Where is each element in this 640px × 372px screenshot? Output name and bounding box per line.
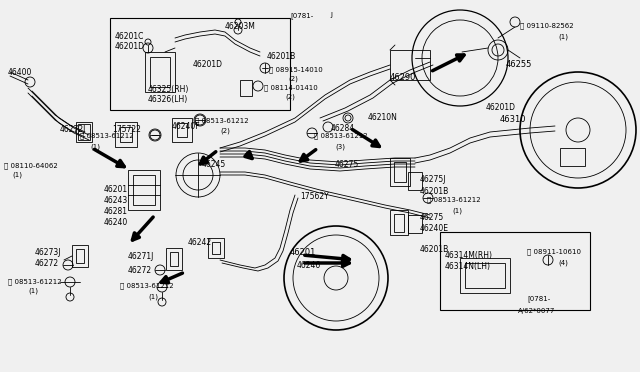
Text: 175722: 175722 bbox=[112, 125, 141, 134]
Text: 46243: 46243 bbox=[104, 196, 128, 205]
Bar bbox=[172, 118, 192, 142]
Text: 17562Y: 17562Y bbox=[300, 192, 329, 201]
Text: 46255: 46255 bbox=[506, 60, 532, 69]
Text: (2): (2) bbox=[285, 94, 295, 100]
Text: 46272: 46272 bbox=[128, 266, 152, 275]
Bar bbox=[170, 252, 178, 266]
Text: 46314M(RH): 46314M(RH) bbox=[445, 251, 493, 260]
Text: 46201B: 46201B bbox=[420, 245, 449, 254]
Text: Ⓢ 08513-61212: Ⓢ 08513-61212 bbox=[427, 196, 481, 203]
Text: 46272J: 46272J bbox=[60, 125, 86, 134]
Text: 46281: 46281 bbox=[104, 207, 128, 216]
Bar bbox=[212, 242, 220, 254]
Text: 46400: 46400 bbox=[8, 68, 33, 77]
Text: 46201B: 46201B bbox=[267, 52, 296, 61]
Text: 46275J: 46275J bbox=[420, 175, 447, 184]
Bar bbox=[115, 122, 137, 147]
Bar bbox=[394, 214, 404, 232]
Text: Ⓢ 08513-61212: Ⓢ 08513-61212 bbox=[80, 132, 134, 139]
Bar bbox=[78, 124, 90, 140]
Text: Ⓢ 08513-61212: Ⓢ 08513-61212 bbox=[120, 282, 173, 289]
Text: 46275: 46275 bbox=[335, 160, 359, 169]
Text: (4): (4) bbox=[558, 260, 568, 266]
Text: 46201: 46201 bbox=[290, 248, 316, 257]
Text: Ⓝ 08915-14010: Ⓝ 08915-14010 bbox=[269, 66, 323, 73]
Bar bbox=[560, 148, 585, 166]
Text: 46284: 46284 bbox=[331, 124, 355, 133]
Bar bbox=[72, 245, 88, 267]
Text: Ⓑ 09110-82562: Ⓑ 09110-82562 bbox=[520, 22, 573, 29]
Bar bbox=[394, 162, 406, 182]
Bar bbox=[177, 123, 187, 137]
Text: (1): (1) bbox=[90, 143, 100, 150]
Text: 46240: 46240 bbox=[104, 218, 128, 227]
Text: (1): (1) bbox=[12, 172, 22, 179]
Text: Ⓢ 08513-61212: Ⓢ 08513-61212 bbox=[195, 117, 248, 124]
Bar bbox=[208, 238, 224, 258]
Bar bbox=[408, 215, 422, 233]
Text: 46201B: 46201B bbox=[420, 187, 449, 196]
Text: Ⓢ 08513-61212: Ⓢ 08513-61212 bbox=[314, 132, 367, 139]
Bar bbox=[390, 158, 410, 186]
Text: 46240F: 46240F bbox=[172, 122, 200, 131]
Text: 46290: 46290 bbox=[390, 73, 417, 82]
Text: (1): (1) bbox=[28, 288, 38, 295]
Bar bbox=[128, 170, 160, 210]
Bar bbox=[145, 52, 175, 92]
Bar bbox=[408, 172, 422, 190]
Bar bbox=[440, 232, 590, 310]
Text: (3): (3) bbox=[335, 143, 345, 150]
Text: Ⓑ 08114-01410: Ⓑ 08114-01410 bbox=[264, 84, 317, 91]
Text: [0781-: [0781- bbox=[290, 12, 313, 19]
Text: 46271J: 46271J bbox=[128, 252, 154, 261]
Text: 46273J: 46273J bbox=[35, 248, 61, 257]
Text: 46201C: 46201C bbox=[115, 32, 145, 41]
Bar bbox=[133, 175, 155, 205]
Text: 46310: 46310 bbox=[500, 115, 527, 124]
Text: 46275: 46275 bbox=[420, 213, 444, 222]
Text: J: J bbox=[330, 12, 332, 18]
Bar bbox=[465, 263, 505, 288]
Bar bbox=[76, 122, 92, 142]
Text: 46240E: 46240E bbox=[420, 224, 449, 233]
Text: Ⓑ 08110-64062: Ⓑ 08110-64062 bbox=[4, 162, 58, 169]
Text: 46201D: 46201D bbox=[115, 42, 145, 51]
Text: (1): (1) bbox=[558, 33, 568, 39]
Bar bbox=[390, 210, 408, 235]
Text: 46326(LH): 46326(LH) bbox=[148, 95, 188, 104]
Bar bbox=[240, 80, 252, 96]
Text: Ⓝ 08911-10610: Ⓝ 08911-10610 bbox=[527, 248, 581, 254]
Text: 46210N: 46210N bbox=[368, 113, 398, 122]
Text: 46242: 46242 bbox=[188, 238, 212, 247]
Bar bbox=[150, 57, 170, 87]
Text: 46201D: 46201D bbox=[193, 60, 223, 69]
Text: (1): (1) bbox=[452, 207, 462, 214]
Bar bbox=[390, 50, 430, 80]
Text: (2): (2) bbox=[288, 76, 298, 83]
Bar bbox=[460, 258, 510, 293]
Bar bbox=[120, 127, 132, 142]
Text: 46245: 46245 bbox=[202, 160, 227, 169]
Text: A/62*0077: A/62*0077 bbox=[518, 308, 556, 314]
Text: 46201: 46201 bbox=[104, 185, 128, 194]
Text: 46272: 46272 bbox=[35, 259, 59, 268]
Bar bbox=[110, 18, 290, 110]
Text: 46203M: 46203M bbox=[225, 22, 256, 31]
Text: Ⓢ 08513-61212: Ⓢ 08513-61212 bbox=[8, 278, 61, 285]
Text: (2): (2) bbox=[220, 127, 230, 134]
Text: 46201D: 46201D bbox=[486, 103, 516, 112]
Text: (1): (1) bbox=[148, 293, 158, 299]
Bar bbox=[166, 248, 182, 270]
Text: 46246: 46246 bbox=[297, 261, 321, 270]
Text: [0781-: [0781- bbox=[527, 295, 550, 302]
Text: 46314N(LH): 46314N(LH) bbox=[445, 262, 491, 271]
Text: 46325(RH): 46325(RH) bbox=[148, 85, 189, 94]
Bar bbox=[76, 249, 84, 263]
